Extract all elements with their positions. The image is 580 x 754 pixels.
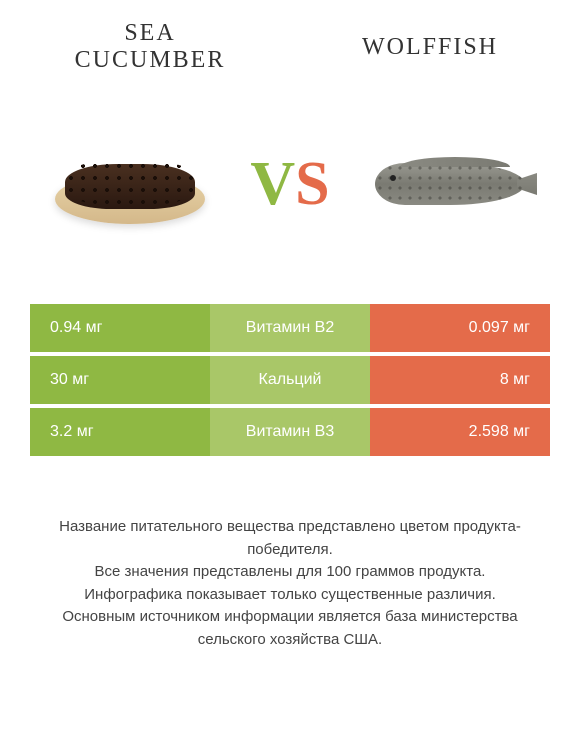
fish-body-shape bbox=[375, 163, 525, 205]
nutrient-name-cell: Кальций bbox=[210, 356, 370, 404]
left-value-cell: 3.2 мг bbox=[30, 408, 210, 456]
left-value-cell: 0.94 мг bbox=[30, 304, 210, 352]
sea-cucumber-shape bbox=[65, 164, 195, 209]
footer-line: Инфографика показывает только существенн… bbox=[40, 584, 540, 607]
footer-line: Название питательного вещества представл… bbox=[40, 516, 540, 561]
right-value-cell: 0.097 мг bbox=[370, 304, 550, 352]
images-row: VS bbox=[20, 114, 560, 254]
fish-spots-shape bbox=[375, 163, 525, 205]
sea-cucumber-image bbox=[40, 114, 220, 254]
footer-text: Название питательного вещества представл… bbox=[20, 516, 560, 651]
vs-v-letter: V bbox=[250, 149, 295, 220]
nutrient-name-cell: Витамин B3 bbox=[210, 408, 370, 456]
right-value-cell: 8 мг bbox=[370, 356, 550, 404]
right-value-cell: 2.598 мг bbox=[370, 408, 550, 456]
table-row: 3.2 мгВитамин B32.598 мг bbox=[30, 408, 550, 456]
left-product-title: Sea cucumber bbox=[50, 20, 250, 74]
right-product-title: Wolffish bbox=[330, 34, 530, 61]
nutrient-name-cell: Витамин B2 bbox=[210, 304, 370, 352]
infographic-container: Sea cucumber Wolffish VS 0.94 мгВитамин … bbox=[0, 0, 580, 754]
left-value-cell: 30 мг bbox=[30, 356, 210, 404]
table-row: 0.94 мгВитамин B20.097 мг bbox=[30, 304, 550, 352]
vs-label: VS bbox=[250, 149, 329, 220]
comparison-table: 0.94 мгВитамин B20.097 мг30 мгКальций8 м… bbox=[20, 304, 560, 456]
footer-line: Основным источником информации является … bbox=[40, 606, 540, 651]
header-row: Sea cucumber Wolffish bbox=[20, 20, 560, 74]
wolffish-image bbox=[360, 114, 540, 254]
vs-s-letter: S bbox=[295, 149, 329, 220]
footer-line: Все значения представлены для 100 граммо… bbox=[40, 561, 540, 584]
table-row: 30 мгКальций8 мг bbox=[30, 356, 550, 404]
